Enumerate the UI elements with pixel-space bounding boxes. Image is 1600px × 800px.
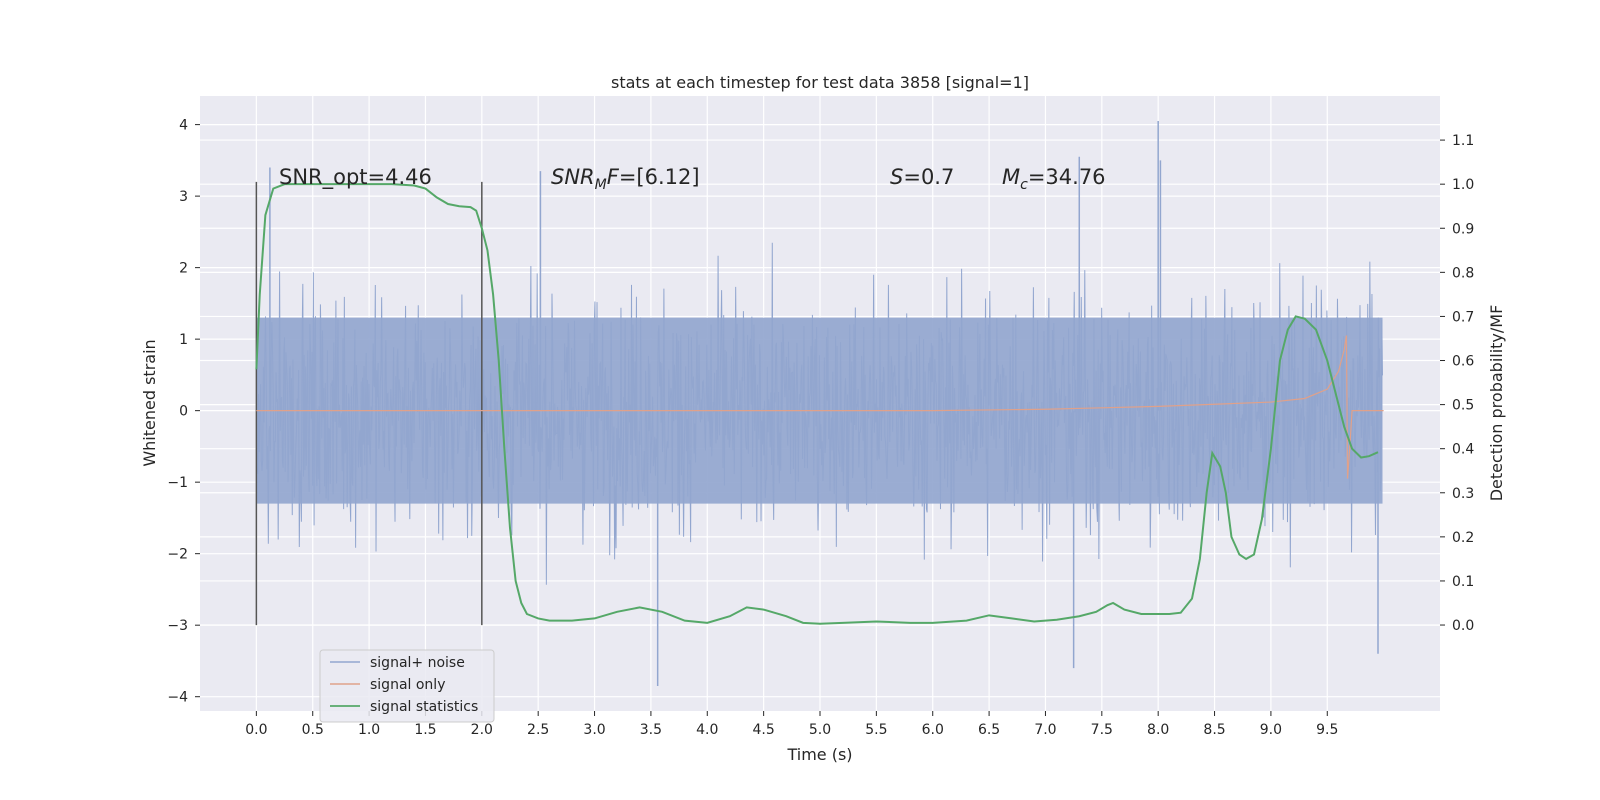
annotation-snr-mf-value: =[6.12] (619, 165, 700, 189)
legend-label-signal-plus-noise: signal+ noise (370, 655, 465, 671)
x-tick-label: 0.5 (302, 722, 324, 738)
annotation-s-label: S (890, 165, 903, 189)
annotation-snr-opt-value: =4.46 (368, 165, 432, 189)
series-signal-statistics (255, 183, 1379, 625)
y2-tick-label: 0.1 (1452, 574, 1474, 590)
y2-tick-label: 0.9 (1452, 221, 1474, 237)
y-tick-label: −3 (167, 618, 188, 634)
y2-tick-label: 0.3 (1452, 486, 1474, 502)
y2-tick-label: 0.5 (1452, 398, 1474, 414)
annotation-mc: Mc=34.76 (1002, 165, 1106, 193)
y2-tick-label: 0.7 (1452, 309, 1474, 325)
x-tick-label: 6.5 (978, 722, 1000, 738)
y-axis-right: 1.1 1.0 0.9 0.8 0.7 0.6 0.5 0.4 0.3 0.2 0.1 0.0 (1440, 133, 1474, 634)
x-tick-label: 5.5 (865, 722, 887, 738)
noise-trace (255, 242, 1384, 585)
x-tick-label: 3.0 (583, 722, 605, 738)
x-tick-label: 4.0 (696, 722, 718, 738)
annotation-mc-base: M (1002, 165, 1020, 189)
y2-tick-label: 0.2 (1452, 530, 1474, 546)
x-tick-label: 9.5 (1316, 722, 1338, 738)
x-tick-label: 5.0 (809, 722, 831, 738)
y-tick-label: 0 (179, 404, 188, 420)
x-tick-label: 3.5 (640, 722, 662, 738)
x-tick-label: 4.5 (753, 722, 775, 738)
annotation-s: S=0.7 (890, 165, 954, 189)
x-tick-label: 2.5 (527, 722, 549, 738)
x-tick-label: 9.0 (1260, 722, 1282, 738)
y2-tick-label: 0.6 (1452, 354, 1474, 370)
y2-tick-label: 0.8 (1452, 265, 1474, 281)
annotation-snr-mf-sub: M (595, 177, 607, 193)
y2-tick-label: 0.4 (1452, 442, 1474, 458)
chart-title: stats at each timestep for test data 385… (611, 73, 1029, 92)
y-tick-label: −1 (167, 475, 188, 491)
y-axis-left: 4 3 2 1 0 −1 −2 −3 −4 (167, 118, 200, 706)
annotation-mc-sub: c (1020, 177, 1028, 193)
y2-tick-label: 1.0 (1452, 177, 1474, 193)
legend-label-signal-statistics: signal statistics (370, 699, 478, 715)
y-tick-label: −4 (167, 690, 188, 706)
annotation-snr-mf: SNRMF=[6.12] (551, 165, 700, 193)
legend: signal+ noise signal only signal statist… (319, 649, 495, 723)
series-signal-only (256, 335, 1384, 479)
x-tick-label: 1.5 (414, 722, 436, 738)
window-markers (255, 181, 483, 626)
y2-tick-label: 1.1 (1452, 133, 1474, 149)
x-axis-title: Time (s) (786, 745, 852, 764)
annotation-snr-opt: SNR_opt=4.46 (279, 165, 432, 190)
y-axis-title: Whitened strain (140, 339, 159, 466)
y-tick-label: 4 (179, 118, 188, 134)
x-tick-label: 7.0 (1034, 722, 1056, 738)
legend-box (319, 649, 495, 723)
y2-tick-label: 0.0 (1452, 618, 1474, 634)
legend-label-signal-only: signal only (370, 677, 445, 693)
annotation-snr-opt-label: SNR_opt (279, 165, 368, 190)
y2-axis-title: Detection probability/MF (1487, 305, 1506, 502)
x-tick-label: 1.0 (358, 722, 380, 738)
annotation-snr-mf-tail: F (607, 165, 620, 189)
y-tick-label: 1 (179, 332, 188, 348)
x-tick-label: 2.0 (471, 722, 493, 738)
y-tick-label: 2 (179, 261, 188, 277)
annotation-s-value: =0.7 (903, 165, 954, 189)
x-axis: 0.0 0.5 1.0 1.5 2.0 2.5 3.0 3.5 4.0 4.5 5.0 5.5 6.0 6… (245, 711, 1338, 738)
x-tick-label: 6.0 (922, 722, 944, 738)
x-tick-label: 7.5 (1091, 722, 1113, 738)
x-tick-label: 8.0 (1147, 722, 1169, 738)
annotation-snr-mf-base: SNR (551, 165, 595, 189)
y-tick-label: 3 (179, 189, 188, 205)
x-tick-label: 8.5 (1203, 722, 1225, 738)
annotation-mc-value: =34.76 (1028, 165, 1106, 189)
y-tick-label: −2 (167, 547, 188, 563)
x-tick-label: 0.0 (245, 722, 267, 738)
